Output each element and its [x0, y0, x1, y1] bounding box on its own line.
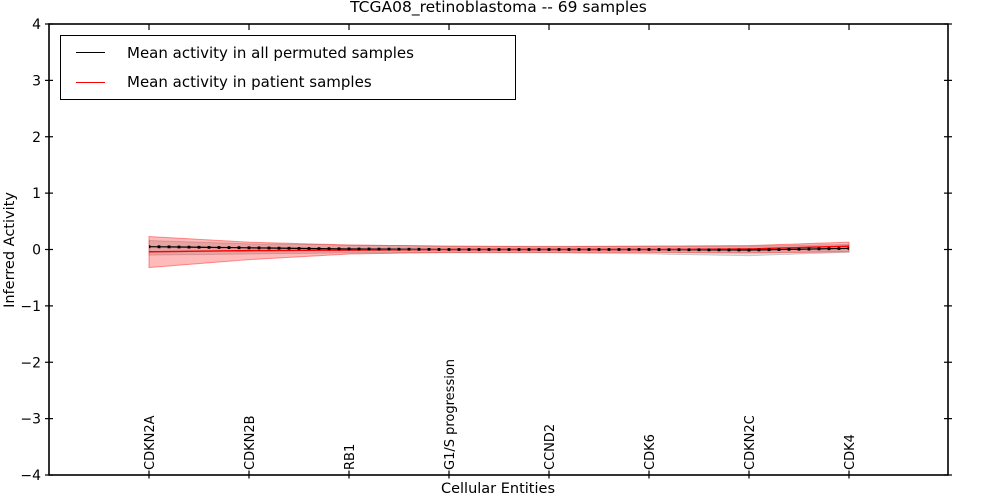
patient-confidence-band: [148, 236, 850, 269]
x-tick-label: CDK6: [643, 434, 658, 470]
y-tick-label: 0: [32, 243, 41, 259]
x-axis-label: Cellular Entities: [441, 481, 555, 497]
patient-line-sample: [76, 81, 105, 83]
y-tick-label: −1: [20, 299, 41, 315]
x-tick-label: CDKN2A: [143, 415, 158, 470]
y-tick-label: 3: [32, 73, 41, 89]
x-tick-label: CDK4: [843, 434, 858, 470]
chart-title: TCGA08_retinoblastoma -- 69 samples: [350, 0, 647, 16]
y-tick-label: 2: [32, 130, 41, 146]
y-tick-label: 1: [32, 186, 41, 202]
y-tick-label: −4: [20, 468, 41, 484]
legend-box: Mean activity in all permuted samples Me…: [60, 35, 516, 100]
permuted-confidence-band: [148, 239, 850, 257]
y-tick-label: −3: [20, 412, 41, 428]
x-tick-label: CCND2: [543, 424, 558, 470]
y-tick-label: −2: [20, 355, 41, 371]
permuted-line-sample: [76, 52, 105, 54]
legend-label-permuted: Mean activity in all permuted samples: [127, 43, 414, 62]
x-tick-label: G1/S progression: [443, 359, 458, 470]
x-tick-label: RB1: [343, 444, 358, 470]
x-tick-label: CDKN2C: [743, 415, 758, 470]
permuted-line-markers: [148, 245, 850, 252]
y-tick-label: 4: [32, 17, 41, 33]
legend-item-patient: Mean activity in patient samples: [61, 73, 515, 91]
legend-label-patient: Mean activity in patient samples: [127, 73, 372, 92]
x-tick-label: CDKN2B: [243, 415, 258, 470]
y-axis-label: Inferred Activity: [2, 192, 18, 308]
legend-item-permuted: Mean activity in all permuted samples: [61, 44, 515, 62]
